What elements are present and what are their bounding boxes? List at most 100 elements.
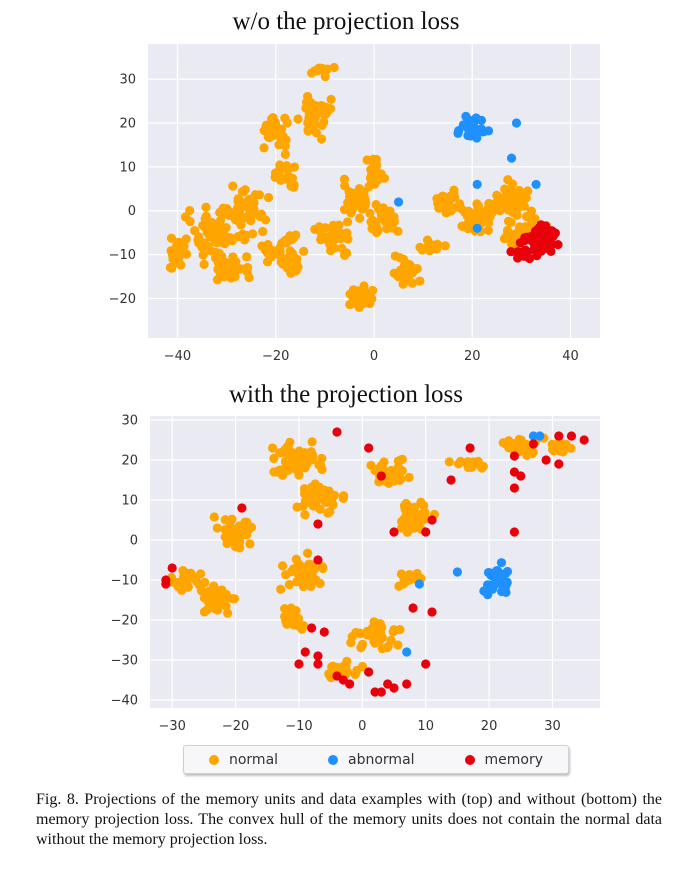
normal-point [318,563,328,574]
normal-point [221,601,231,611]
normal-point [236,264,246,274]
legend: normal abnormal memory [183,745,569,774]
legend-label-abnormal: abnormal [348,751,415,768]
normal-point [295,450,305,460]
normal-point [396,569,406,579]
memory-point [345,679,355,689]
normal-point [263,131,274,141]
normal-point [227,514,237,524]
normal-point [355,213,365,223]
normal-point [231,528,242,538]
normal-point [513,192,523,202]
memory-point [554,431,564,441]
normal-point [200,577,210,588]
normal-point [371,162,381,172]
normal-point [346,638,356,648]
normal-point [241,530,252,540]
normal-point [287,173,298,183]
memory-point [528,439,539,449]
normal-point [314,460,324,470]
memory-point [516,471,526,481]
normal-point [221,593,231,603]
normal-point [285,231,295,241]
memory-point [313,519,323,529]
normal-point [415,276,425,286]
normal-point [339,174,350,184]
memory-point [332,427,342,437]
normal-point [221,257,231,268]
figure-caption: Fig. 8. Projections of the memory units … [36,791,662,848]
x-tick-label: −40 [164,349,191,364]
normal-point [317,134,327,144]
normal-point [236,220,246,230]
normal-point [281,616,291,626]
abnormal-point [414,579,424,589]
normal-point [427,242,437,253]
top-scatter-plot: −40 −20 0 20 40 30 20 10 0 −10 −20 [109,44,600,364]
normal-point [242,252,252,262]
normal-point [223,608,233,618]
memory-point [512,248,523,258]
normal-point [276,584,286,594]
normal-point [235,205,245,216]
normal-point [274,140,284,150]
x-tick-label: 30 [544,719,561,734]
normal-point [371,154,381,165]
normal-point [273,466,284,476]
memory-point [541,455,551,465]
normal-point [212,605,223,615]
normal-point [207,594,217,604]
abnormal-point [483,567,494,578]
normal-point [449,185,459,195]
normal-point [400,263,410,274]
legend-item-abnormal: abnormal [328,752,415,768]
memory-point [364,443,374,453]
normal-point [349,293,359,303]
abnormal-point [506,153,517,163]
normal-point [517,438,527,448]
x-tick-label: −10 [285,719,312,734]
normal-point [370,465,380,476]
normal-point [359,281,369,291]
normal-point [401,498,411,509]
memory-point [408,603,418,613]
normal-point [181,234,191,244]
legend-marker-memory [464,754,475,765]
normal-point [328,500,338,510]
normal-point [487,208,497,218]
normal-point [234,537,244,547]
normal-point [275,164,285,174]
abnormal-point [490,579,501,589]
abnormal-point [463,119,473,130]
normal-point [319,117,329,127]
bottom-plot-title: with the projection loss [229,381,463,408]
legend-label-memory: memory [484,751,544,768]
normal-point [233,194,243,204]
abnormal-point [490,572,500,582]
normal-point [492,190,502,200]
normal-point [273,127,283,138]
normal-point [239,235,250,245]
normal-point [365,628,375,638]
normal-point [267,443,278,453]
memory-point [427,515,437,525]
x-tick-label: 40 [562,349,579,364]
normal-point [311,575,321,585]
normal-point [415,509,426,519]
y-tick-label: 30 [119,73,136,88]
legend-item-memory: memory [464,751,544,768]
normal-point [505,200,515,210]
memory-point [538,240,548,250]
memory-point [534,222,545,232]
memory-point [389,683,399,693]
normal-point [444,457,454,467]
normal-point [388,627,398,637]
legend-marker-abnormal [328,754,339,765]
normal-point [547,439,557,449]
normal-point [355,628,365,638]
abnormal-point [535,431,545,441]
top-plot-title: w/o the projection loss [232,8,460,35]
normal-point [342,217,353,227]
normal-point [457,221,467,231]
normal-point [212,523,222,533]
